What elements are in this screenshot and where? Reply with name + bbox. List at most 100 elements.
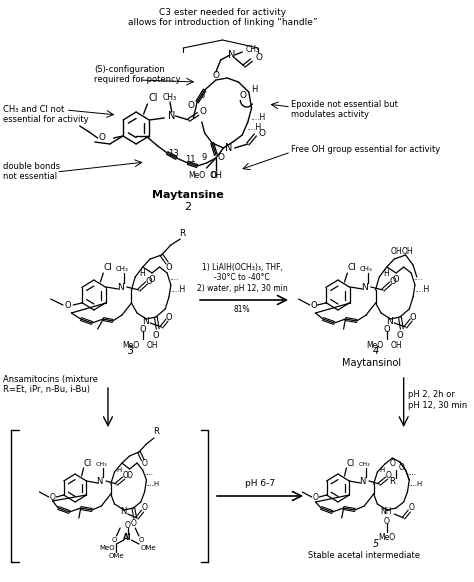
Text: N: N	[117, 282, 124, 292]
Text: C3 ester needed for activity
allows for introduction of linking “handle”: C3 ester needed for activity allows for …	[128, 8, 317, 27]
Text: N: N	[359, 477, 365, 485]
Text: Cl: Cl	[347, 262, 356, 271]
Text: OH: OH	[210, 171, 222, 179]
Text: O: O	[139, 325, 146, 333]
Text: pH 2, 2h or
pH 12, 30 min: pH 2, 2h or pH 12, 30 min	[409, 391, 468, 410]
Text: CH₃: CH₃	[96, 462, 107, 467]
Text: Cl: Cl	[346, 459, 355, 467]
Text: O: O	[125, 521, 131, 531]
Text: O: O	[255, 54, 262, 62]
Text: ....: ....	[169, 272, 179, 282]
Text: CH₃: CH₃	[246, 45, 260, 55]
Text: O: O	[138, 537, 144, 543]
Text: double bonds
not essential: double bonds not essential	[3, 162, 60, 182]
Text: ....: ....	[145, 470, 154, 476]
Text: O: O	[258, 129, 265, 137]
Text: ....H: ....H	[414, 285, 429, 293]
Text: N: N	[361, 282, 368, 292]
Text: O: O	[112, 537, 117, 543]
Text: O: O	[393, 275, 400, 283]
Text: O: O	[386, 471, 392, 481]
Text: O: O	[212, 72, 219, 80]
Text: ....: ....	[408, 470, 417, 476]
Text: N: N	[386, 317, 393, 325]
Text: O: O	[153, 331, 159, 339]
Text: 13: 13	[168, 148, 178, 158]
Text: Free OH group essential for activity: Free OH group essential for activity	[291, 145, 440, 154]
Text: O: O	[130, 520, 136, 528]
Text: CH₃: CH₃	[116, 266, 128, 272]
Text: 5: 5	[373, 539, 379, 549]
Text: ....H: ....H	[170, 285, 185, 293]
Text: N: N	[228, 50, 236, 60]
Text: O: O	[166, 313, 172, 321]
Text: ....: ....	[413, 272, 422, 282]
Text: OH: OH	[401, 247, 413, 255]
Text: Cl: Cl	[83, 459, 92, 467]
Text: 11: 11	[185, 155, 195, 165]
Text: O: O	[383, 325, 390, 333]
Text: O: O	[218, 154, 225, 162]
Text: ....H: ....H	[250, 113, 265, 122]
Text: O: O	[99, 133, 106, 143]
Text: O: O	[410, 313, 416, 321]
Text: Maytansinol: Maytansinol	[342, 358, 401, 368]
Text: O: O	[390, 460, 395, 469]
Text: H: H	[380, 467, 385, 473]
Text: O: O	[50, 492, 55, 502]
Text: O: O	[142, 460, 147, 469]
Text: N: N	[225, 143, 233, 153]
Text: O: O	[312, 492, 319, 502]
Text: O: O	[408, 503, 414, 513]
Text: Cl: Cl	[148, 93, 158, 103]
Text: ....H: ....H	[246, 123, 261, 133]
Text: Stable acetal intermediate: Stable acetal intermediate	[308, 552, 420, 560]
Text: O: O	[127, 470, 133, 480]
Text: OH: OH	[391, 247, 402, 255]
Text: H: H	[383, 268, 389, 278]
Text: O: O	[200, 108, 207, 116]
Text: CH₃: CH₃	[360, 266, 373, 272]
Text: Epoxide not essential but
modulates activity: Epoxide not essential but modulates acti…	[291, 100, 398, 119]
Text: N: N	[142, 317, 149, 325]
Text: ....H: ....H	[146, 481, 160, 487]
Text: O: O	[240, 90, 246, 100]
Text: O: O	[149, 275, 155, 283]
Text: O: O	[389, 276, 396, 286]
Text: H: H	[117, 467, 122, 473]
Text: H: H	[139, 268, 145, 278]
Text: N: N	[120, 508, 126, 516]
Text: CH₃ and Cl not
essential for activity: CH₃ and Cl not essential for activity	[3, 105, 89, 125]
Text: Al: Al	[123, 534, 132, 542]
Text: MeO: MeO	[122, 340, 139, 350]
Text: OH: OH	[391, 340, 402, 350]
Text: pH 6-7: pH 6-7	[245, 479, 275, 488]
Text: Ansamitocins (mixture
R=Et, iPr, n-Bu, i-Bu): Ansamitocins (mixture R=Et, iPr, n-Bu, i…	[3, 375, 98, 395]
Text: CH₃: CH₃	[163, 94, 177, 102]
Text: O: O	[166, 262, 172, 271]
Text: 81%: 81%	[234, 305, 251, 314]
Text: O: O	[310, 300, 317, 310]
Text: 3: 3	[128, 346, 135, 356]
Text: OH: OH	[146, 340, 158, 350]
Text: O: O	[397, 331, 403, 339]
Text: 9: 9	[201, 154, 207, 162]
Text: R: R	[179, 229, 185, 237]
Text: OMe: OMe	[109, 553, 124, 559]
Text: 3: 3	[199, 90, 205, 100]
Text: OMe: OMe	[141, 545, 156, 551]
Text: ....H: ....H	[409, 481, 423, 487]
Text: MeO: MeO	[99, 545, 115, 551]
Text: Cl: Cl	[103, 262, 112, 271]
Text: NH: NH	[380, 508, 392, 516]
Text: O: O	[211, 172, 218, 180]
Text: N: N	[168, 111, 175, 121]
Text: O: O	[64, 300, 71, 310]
Text: MeO: MeO	[189, 172, 206, 180]
Text: 4: 4	[373, 346, 379, 356]
Text: O: O	[399, 463, 405, 473]
Text: (S)-configuration
required for potency: (S)-configuration required for potency	[94, 65, 181, 84]
Text: O: O	[145, 276, 152, 286]
Text: O: O	[187, 101, 194, 111]
Text: H: H	[251, 86, 257, 94]
